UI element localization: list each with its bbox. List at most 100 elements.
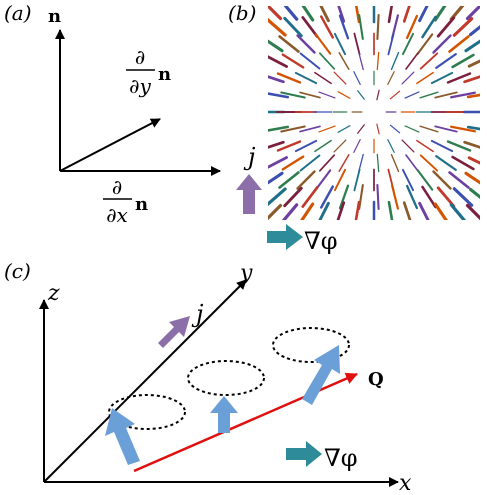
spin-needle	[314, 71, 332, 85]
spin-needle	[452, 17, 474, 37]
spin-needle	[268, 187, 287, 207]
spin-needle	[463, 75, 480, 84]
precession-ellipse-3	[272, 327, 350, 363]
spin-needle	[451, 155, 475, 171]
spin-needle	[333, 32, 347, 56]
spin-needle	[404, 91, 420, 99]
spin-needle	[432, 170, 452, 190]
spin-needle	[402, 201, 412, 220]
spin-needle	[469, 187, 480, 200]
spin-needle	[449, 6, 465, 21]
spin-needle	[387, 139, 395, 153]
spin-needle	[436, 16, 456, 38]
dx-denominator: ∂x	[106, 203, 128, 227]
j-label-c: j	[191, 300, 204, 328]
spin-needle	[391, 184, 399, 210]
spin-needle	[268, 39, 284, 53]
gradient-label-c: ∇φ	[324, 444, 358, 472]
spin-needle	[299, 154, 321, 172]
j-current-arrow-c	[158, 316, 190, 348]
spin-needle	[268, 140, 285, 149]
gradient-arrow-c	[286, 441, 322, 467]
spin-needle	[446, 140, 472, 152]
spin-needle	[318, 91, 336, 99]
spin-needle	[448, 35, 470, 53]
x-axis-label: x	[399, 471, 412, 495]
spin-needle	[401, 32, 415, 56]
spin-needle	[276, 72, 302, 84]
spin-needle	[467, 156, 480, 165]
spin-needle	[338, 52, 350, 70]
spin-needle	[268, 75, 285, 84]
spin-needle	[355, 6, 361, 24]
spin-needle	[463, 140, 480, 149]
gradient-label-b: ∇φ	[304, 227, 338, 255]
spin-needle	[281, 155, 305, 171]
spin-needle	[435, 155, 457, 171]
panel-a-label: (a)	[4, 1, 32, 25]
spin-needle	[268, 171, 284, 185]
spin-needle	[376, 153, 380, 173]
spin-needle	[283, 6, 299, 21]
spin-needle	[318, 125, 336, 133]
y-axis	[43, 279, 247, 483]
spin-needle	[301, 6, 315, 22]
spin-needle	[314, 139, 332, 153]
z-axis-label: z	[47, 281, 60, 306]
precession-ellipse-2	[187, 360, 265, 396]
spin-needle	[464, 39, 480, 53]
spin-needle	[296, 170, 316, 190]
spin-needle	[337, 91, 351, 99]
spin-needle	[404, 125, 420, 133]
spin-needle	[465, 6, 480, 21]
spin-needle	[320, 185, 334, 209]
spin-needle	[357, 90, 365, 100]
spin-needle	[419, 91, 439, 99]
spin-needle	[353, 32, 361, 56]
spin-needle	[358, 51, 364, 71]
spin-needle	[451, 53, 475, 69]
spin-needle	[300, 202, 315, 220]
spin-needle	[299, 91, 321, 99]
spin-needle	[320, 15, 334, 39]
spin-needle	[281, 203, 299, 220]
spin-needle	[278, 171, 300, 189]
spin-needle	[418, 201, 430, 220]
spin-needle	[432, 34, 452, 54]
spin-needle	[318, 201, 330, 220]
spin-needle	[401, 168, 415, 192]
spin-needle	[268, 92, 290, 99]
spin-needle	[401, 139, 415, 153]
spin-needle	[418, 6, 429, 23]
spin-needle	[376, 13, 380, 41]
spin-needle	[336, 201, 346, 220]
spin-needle	[358, 153, 364, 173]
spin-needle	[319, 6, 330, 23]
spin-needle	[314, 169, 332, 191]
spin-needle	[446, 72, 472, 84]
spin-needle	[301, 16, 319, 38]
spin-needle	[467, 59, 480, 68]
spin-needle	[416, 71, 434, 85]
spin-needle	[376, 183, 380, 211]
spin-needle	[469, 24, 480, 37]
dy-denominator: ∂y	[129, 74, 151, 98]
spin-needle	[268, 125, 290, 132]
spin-texture-field	[268, 6, 480, 220]
dx-n-label: n	[135, 194, 148, 215]
spin-arrow-2	[210, 396, 238, 433]
spin-needle	[466, 125, 480, 131]
spin-needle	[354, 200, 361, 220]
spin-needle	[376, 123, 380, 135]
spin-needle	[268, 6, 283, 21]
spin-needle	[448, 171, 470, 189]
spin-needle	[294, 139, 318, 153]
spin-needle	[283, 186, 303, 208]
spin-needle	[466, 93, 480, 99]
spin-needle	[299, 125, 321, 133]
spin-needle	[416, 169, 434, 191]
spin-needle	[433, 202, 448, 220]
spin-needle	[450, 91, 476, 99]
spin-needle	[353, 168, 361, 192]
